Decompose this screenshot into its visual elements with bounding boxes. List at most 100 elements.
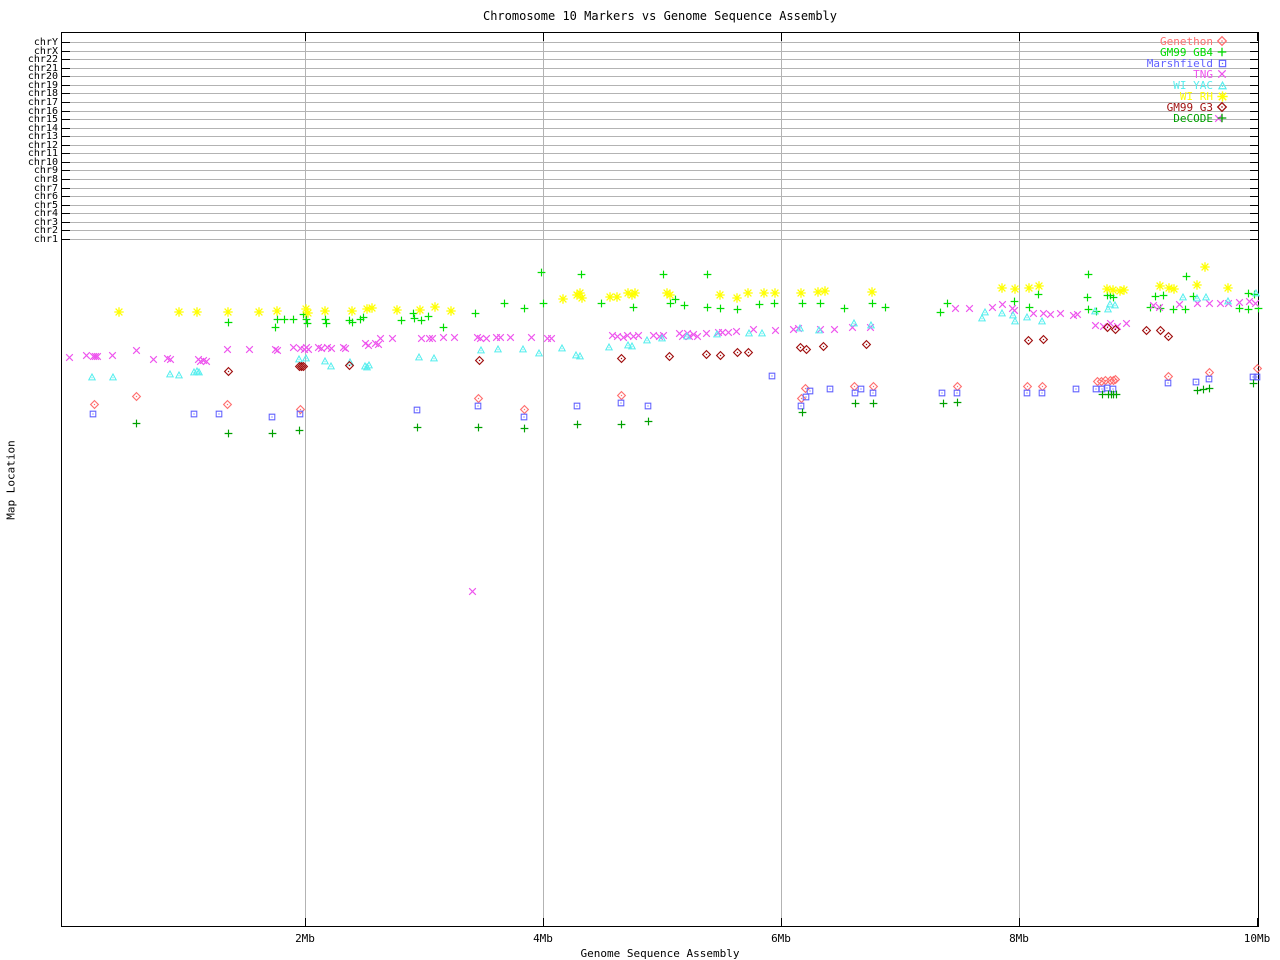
y-tick-label: chr5 bbox=[33, 200, 58, 211]
y-tick-right bbox=[1250, 196, 1258, 197]
marker-tng bbox=[830, 325, 838, 333]
legend-symbol-decode bbox=[1217, 113, 1227, 123]
marker-tng bbox=[988, 303, 996, 311]
y-tick-label: chr15 bbox=[27, 114, 58, 125]
marker-gm99_gb4 bbox=[680, 301, 688, 309]
marker-wi_yac bbox=[1251, 288, 1261, 297]
marker-wi_yac bbox=[429, 353, 439, 362]
y-tick-label: chr7 bbox=[33, 183, 58, 194]
marker-gm99_gb4 bbox=[1244, 289, 1252, 297]
marker-tng bbox=[724, 328, 732, 336]
marker-tng bbox=[223, 345, 231, 353]
marker-decode bbox=[1193, 386, 1201, 394]
marker-gm99_g3 bbox=[474, 355, 484, 365]
marker-wi_yac bbox=[980, 307, 990, 316]
chromosome-gridline bbox=[62, 111, 1258, 112]
marker-gm99_gb4 bbox=[798, 299, 806, 307]
marker-gm99_gb4 bbox=[273, 315, 281, 323]
marker-tng bbox=[1216, 299, 1224, 307]
marker-tng bbox=[376, 334, 384, 342]
marker-tng bbox=[1056, 309, 1064, 317]
marker-gm99_gb4 bbox=[1025, 303, 1033, 311]
marker-wi_rh bbox=[1169, 284, 1179, 294]
marker-wi_rh bbox=[575, 288, 585, 298]
marker-wi_rh bbox=[867, 287, 877, 297]
chromosome-gridline bbox=[62, 179, 1258, 180]
marker-genethon bbox=[295, 404, 305, 414]
marker-gm99_g3 bbox=[1038, 334, 1048, 344]
marker-tng bbox=[1205, 299, 1213, 307]
y-tick-label: chr10 bbox=[27, 157, 58, 168]
y-tick-right bbox=[1250, 76, 1258, 77]
marker-tng bbox=[1099, 322, 1107, 330]
marker-gm99_gb4 bbox=[597, 299, 605, 307]
marker-marshfield bbox=[768, 372, 776, 380]
marker-wi_yac bbox=[414, 352, 424, 361]
marker-wi_rh bbox=[572, 290, 582, 300]
marker-tng bbox=[132, 346, 140, 354]
y-tick-left bbox=[62, 188, 70, 189]
x-tick-label: 8Mb bbox=[1009, 932, 1029, 945]
chromosome-gridline bbox=[62, 85, 1258, 86]
chromosome-gridline bbox=[62, 162, 1258, 163]
marker-marshfield bbox=[215, 410, 223, 418]
y-tick-left bbox=[62, 170, 70, 171]
legend-label-marshfield: Marshfield bbox=[1146, 57, 1213, 70]
marker-tng bbox=[450, 333, 458, 341]
y-tick-left bbox=[62, 111, 70, 112]
marker-wi_rh bbox=[997, 283, 1007, 293]
y-axis-label: Map Location bbox=[4, 440, 18, 520]
marker-tng bbox=[506, 333, 514, 341]
marker-marshfield bbox=[938, 389, 946, 397]
y-tick-right bbox=[1250, 239, 1258, 240]
marker-wi_yac bbox=[534, 348, 544, 357]
marker-wi_yac bbox=[1022, 312, 1032, 321]
marker-marshfield bbox=[869, 389, 877, 397]
chromosome-gridline bbox=[62, 136, 1258, 137]
y-tick-right bbox=[1250, 145, 1258, 146]
marker-decode bbox=[617, 420, 625, 428]
marker-wi_rh bbox=[446, 306, 456, 316]
legend-label-wi_yac: WI YAC bbox=[1173, 79, 1213, 92]
y-tick-left bbox=[62, 179, 70, 180]
marker-gm99_gb4 bbox=[1010, 297, 1018, 305]
marker-wi_rh bbox=[732, 293, 742, 303]
marker-gm99_gb4 bbox=[671, 295, 679, 303]
chromosome-gridline bbox=[62, 145, 1258, 146]
y-tick-left bbox=[62, 68, 70, 69]
marker-wi_rh bbox=[1115, 286, 1125, 296]
marker-gm99_gb4 bbox=[303, 319, 311, 327]
y-tick-right bbox=[1250, 213, 1258, 214]
marker-wi_rh bbox=[303, 308, 313, 318]
marker-tng bbox=[998, 300, 1006, 308]
y-tick-label: chr17 bbox=[27, 97, 58, 108]
marker-genethon bbox=[131, 391, 141, 401]
marker-tng bbox=[425, 334, 433, 342]
legend-label-decode: DeCODE bbox=[1173, 112, 1213, 125]
marker-decode bbox=[474, 423, 482, 431]
marker-wi_yac bbox=[1201, 292, 1211, 301]
marker-gm99_gb4 bbox=[1182, 272, 1190, 280]
marker-gm99_gb4 bbox=[703, 303, 711, 311]
marker-gm99_gb4 bbox=[359, 313, 367, 321]
marker-tng bbox=[496, 333, 504, 341]
legend-symbol-gm99_g3 bbox=[1216, 101, 1228, 113]
y-tick-right bbox=[1250, 42, 1258, 43]
marker-wi_yac bbox=[194, 367, 204, 376]
marker-gm99_gb4 bbox=[1083, 293, 1091, 301]
y-tick-right bbox=[1250, 179, 1258, 180]
marker-tng bbox=[289, 343, 297, 351]
marker-marshfield bbox=[1253, 373, 1261, 381]
marker-gm99_gb4 bbox=[659, 270, 667, 278]
marker-decode bbox=[953, 398, 961, 406]
y-tick-label: chr9 bbox=[33, 165, 58, 176]
marker-tng bbox=[341, 344, 349, 352]
chromosome-gridline bbox=[62, 213, 1258, 214]
marker-decode bbox=[268, 429, 276, 437]
marker-wi_yac bbox=[476, 345, 486, 354]
marker-tng bbox=[1235, 298, 1243, 306]
marker-gm99_g3 bbox=[1155, 325, 1165, 335]
marker-gm99_g3 bbox=[861, 339, 871, 349]
legend-symbol-marshfield bbox=[1218, 59, 1226, 67]
y-tick-right bbox=[1250, 102, 1258, 103]
